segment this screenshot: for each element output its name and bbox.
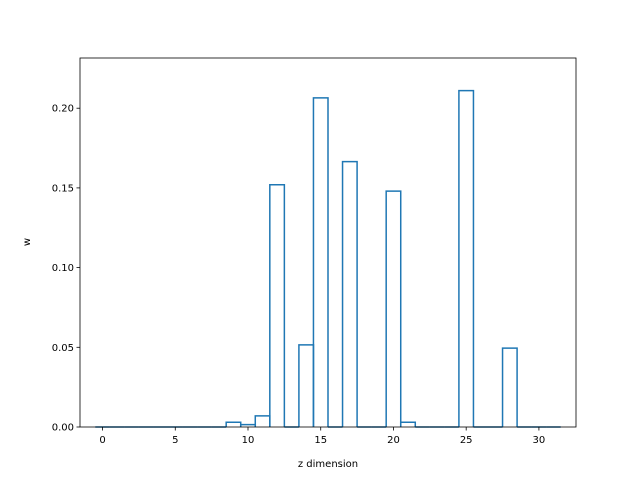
- histogram-bin-25: [458, 89, 475, 427]
- x-tick-label: 10: [242, 435, 255, 446]
- histogram-bin-17: [341, 160, 358, 427]
- histogram-bin-15: [312, 97, 329, 427]
- y-tick-label: 0.00: [52, 423, 74, 434]
- x-tick-label: 30: [533, 435, 546, 446]
- y-tick-label: 0.05: [52, 343, 74, 354]
- histogram-bin-12: [269, 183, 286, 427]
- histogram-bin-21: [399, 421, 417, 427]
- x-tick-label: 20: [387, 435, 400, 446]
- histogram-bin-20: [385, 190, 402, 427]
- x-tick-label: 0: [99, 435, 105, 446]
- y-tick-label: 0.20: [52, 104, 74, 115]
- x-tick-label: 25: [460, 435, 473, 446]
- x-tick-label: 15: [314, 435, 327, 446]
- x-tick-label: 5: [172, 435, 178, 446]
- histogram-bin-28: [501, 347, 518, 427]
- axes: 0 5 10 15 20 25 30 0.00 0.05 0.10 0.15 0.20: [52, 57, 577, 446]
- axes-frame: [79, 57, 577, 428]
- y-axis-label: w: [22, 238, 33, 246]
- x-axis-label: z dimension: [298, 459, 358, 470]
- y-tick-label: 0.10: [52, 263, 74, 274]
- y-tick-label: 0.15: [52, 183, 74, 194]
